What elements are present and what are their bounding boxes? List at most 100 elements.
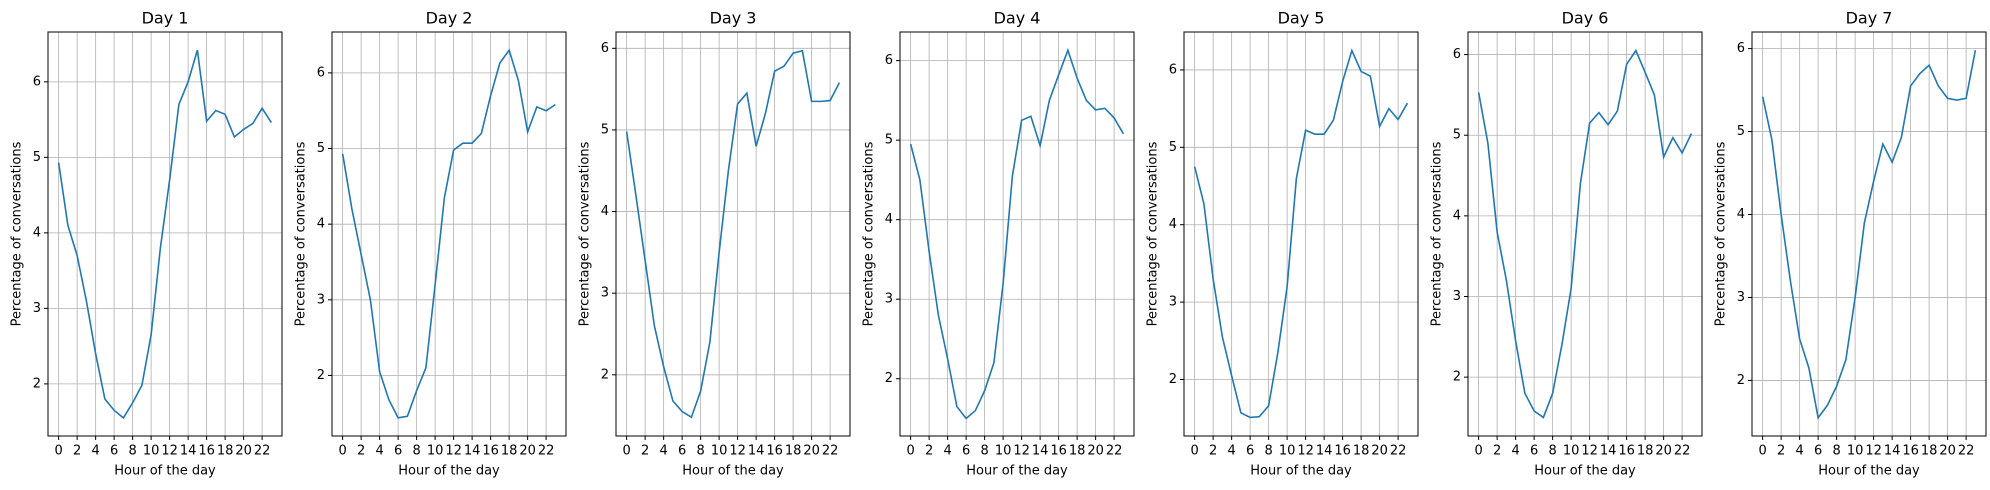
x-tick-label: 12: [1865, 444, 1882, 459]
data-line: [625, 49, 841, 419]
x-tick-label: 18: [1353, 444, 1370, 459]
x-tick-label: 10: [1279, 444, 1296, 459]
x-tick-label: 4: [943, 444, 951, 459]
chart-title: Day 4: [994, 9, 1041, 28]
y-tick-label: 3: [1737, 290, 1745, 305]
x-tick-label: 10: [1847, 444, 1864, 459]
x-tick-label: 22: [1390, 444, 1407, 459]
y-tick-label: 2: [885, 371, 893, 386]
y-tick-label: 2: [1453, 370, 1461, 385]
x-tick-label: 22: [1106, 444, 1123, 459]
x-tick-label: 10: [1563, 444, 1580, 459]
x-tick-label: 0: [1190, 444, 1198, 459]
y-tick-label: 3: [317, 292, 325, 307]
y-tick-label: 4: [601, 204, 609, 219]
x-tick-label: 16: [1334, 444, 1351, 459]
x-tick-label: 16: [766, 444, 783, 459]
x-tick-label: 14: [1316, 444, 1333, 459]
y-tick-label: 6: [1453, 47, 1461, 62]
x-tick-label: 12: [729, 444, 746, 459]
x-tick-label: 12: [1581, 444, 1598, 459]
data-line: [57, 49, 273, 420]
x-tick-label: 0: [54, 444, 62, 459]
x-tick-label: 14: [1884, 444, 1901, 459]
axes-frame: [1183, 31, 1419, 437]
x-tick-label: 18: [1069, 444, 1086, 459]
x-tick-label: 2: [1777, 444, 1785, 459]
data-line: [341, 48, 556, 419]
x-tick-label: 14: [1600, 444, 1617, 459]
y-tick-label: 4: [885, 212, 893, 227]
y-axis-label: Percentage of conversations: [1430, 141, 1445, 326]
x-tick-label: 16: [1902, 444, 1919, 459]
x-tick-label: 2: [73, 444, 81, 459]
x-axis-label: Hour of the day: [398, 464, 500, 479]
x-tick-label: 16: [198, 444, 215, 459]
x-tick-label: 22: [538, 444, 555, 459]
x-tick-label: 6: [1814, 444, 1822, 459]
axes-frame: [899, 31, 1135, 437]
y-tick-label: 3: [601, 286, 609, 301]
x-tick-label: 8: [1264, 444, 1272, 459]
x-tick-label: 6: [394, 444, 402, 459]
chart-title: Day 5: [1278, 9, 1325, 28]
x-axis-label: Hour of the day: [1250, 464, 1352, 479]
y-tick-label: 2: [1169, 372, 1177, 387]
x-tick-label: 20: [1655, 444, 1672, 459]
x-tick-label: 0: [622, 444, 630, 459]
y-tick-label: 5: [33, 150, 41, 165]
y-axis-label: Percentage of conversations: [862, 141, 877, 326]
x-tick-label: 12: [445, 444, 462, 459]
x-tick-label: 10: [995, 444, 1012, 459]
y-axis-label: Percentage of conversations: [1146, 141, 1161, 326]
x-tick-label: 8: [128, 444, 136, 459]
y-tick-label: 4: [317, 217, 325, 232]
x-tick-label: 20: [1087, 444, 1104, 459]
y-tick-label: 5: [1453, 128, 1461, 143]
x-tick-label: 2: [1493, 444, 1501, 459]
x-axis-label: Hour of the day: [682, 464, 784, 479]
x-tick-label: 12: [161, 444, 178, 459]
data-line: [1193, 48, 1409, 419]
x-tick-label: 4: [1795, 444, 1803, 459]
x-tick-label: 18: [1637, 444, 1654, 459]
data-line: [1477, 48, 1693, 419]
x-tick-label: 4: [1227, 444, 1235, 459]
x-tick-label: 2: [357, 444, 365, 459]
x-axis-label: Hour of the day: [1534, 464, 1636, 479]
x-tick-label: 6: [962, 444, 970, 459]
y-axis-label: Percentage of conversations: [10, 141, 25, 326]
chart-title: Day 1: [142, 9, 189, 28]
x-axis-label: Hour of the day: [966, 464, 1068, 479]
y-tick-label: 5: [601, 122, 609, 137]
x-tick-label: 18: [217, 444, 234, 459]
y-tick-label: 6: [1169, 62, 1177, 77]
y-axis-label: Percentage of conversations: [294, 141, 309, 326]
x-tick-label: 2: [641, 444, 649, 459]
x-tick-label: 0: [906, 444, 914, 459]
data-line: [1761, 50, 1977, 420]
x-tick-label: 8: [696, 444, 704, 459]
axes-frame: [1467, 31, 1703, 437]
y-tick-label: 6: [317, 65, 325, 80]
chart-title: Day 2: [426, 9, 473, 28]
x-tick-label: 0: [1758, 444, 1766, 459]
x-tick-label: 6: [678, 444, 686, 459]
x-tick-label: 6: [1530, 444, 1538, 459]
x-tick-label: 6: [1246, 444, 1254, 459]
x-tick-label: 16: [1050, 444, 1067, 459]
y-tick-label: 4: [1453, 208, 1461, 223]
y-tick-label: 2: [1737, 373, 1745, 388]
x-tick-label: 0: [338, 444, 346, 459]
axes-frame: [1751, 31, 1987, 437]
x-tick-label: 0: [1474, 444, 1482, 459]
x-tick-label: 14: [180, 444, 197, 459]
y-tick-label: 5: [885, 133, 893, 148]
y-axis-label: Percentage of conversations: [1714, 141, 1729, 326]
axes-frame: [615, 31, 851, 437]
